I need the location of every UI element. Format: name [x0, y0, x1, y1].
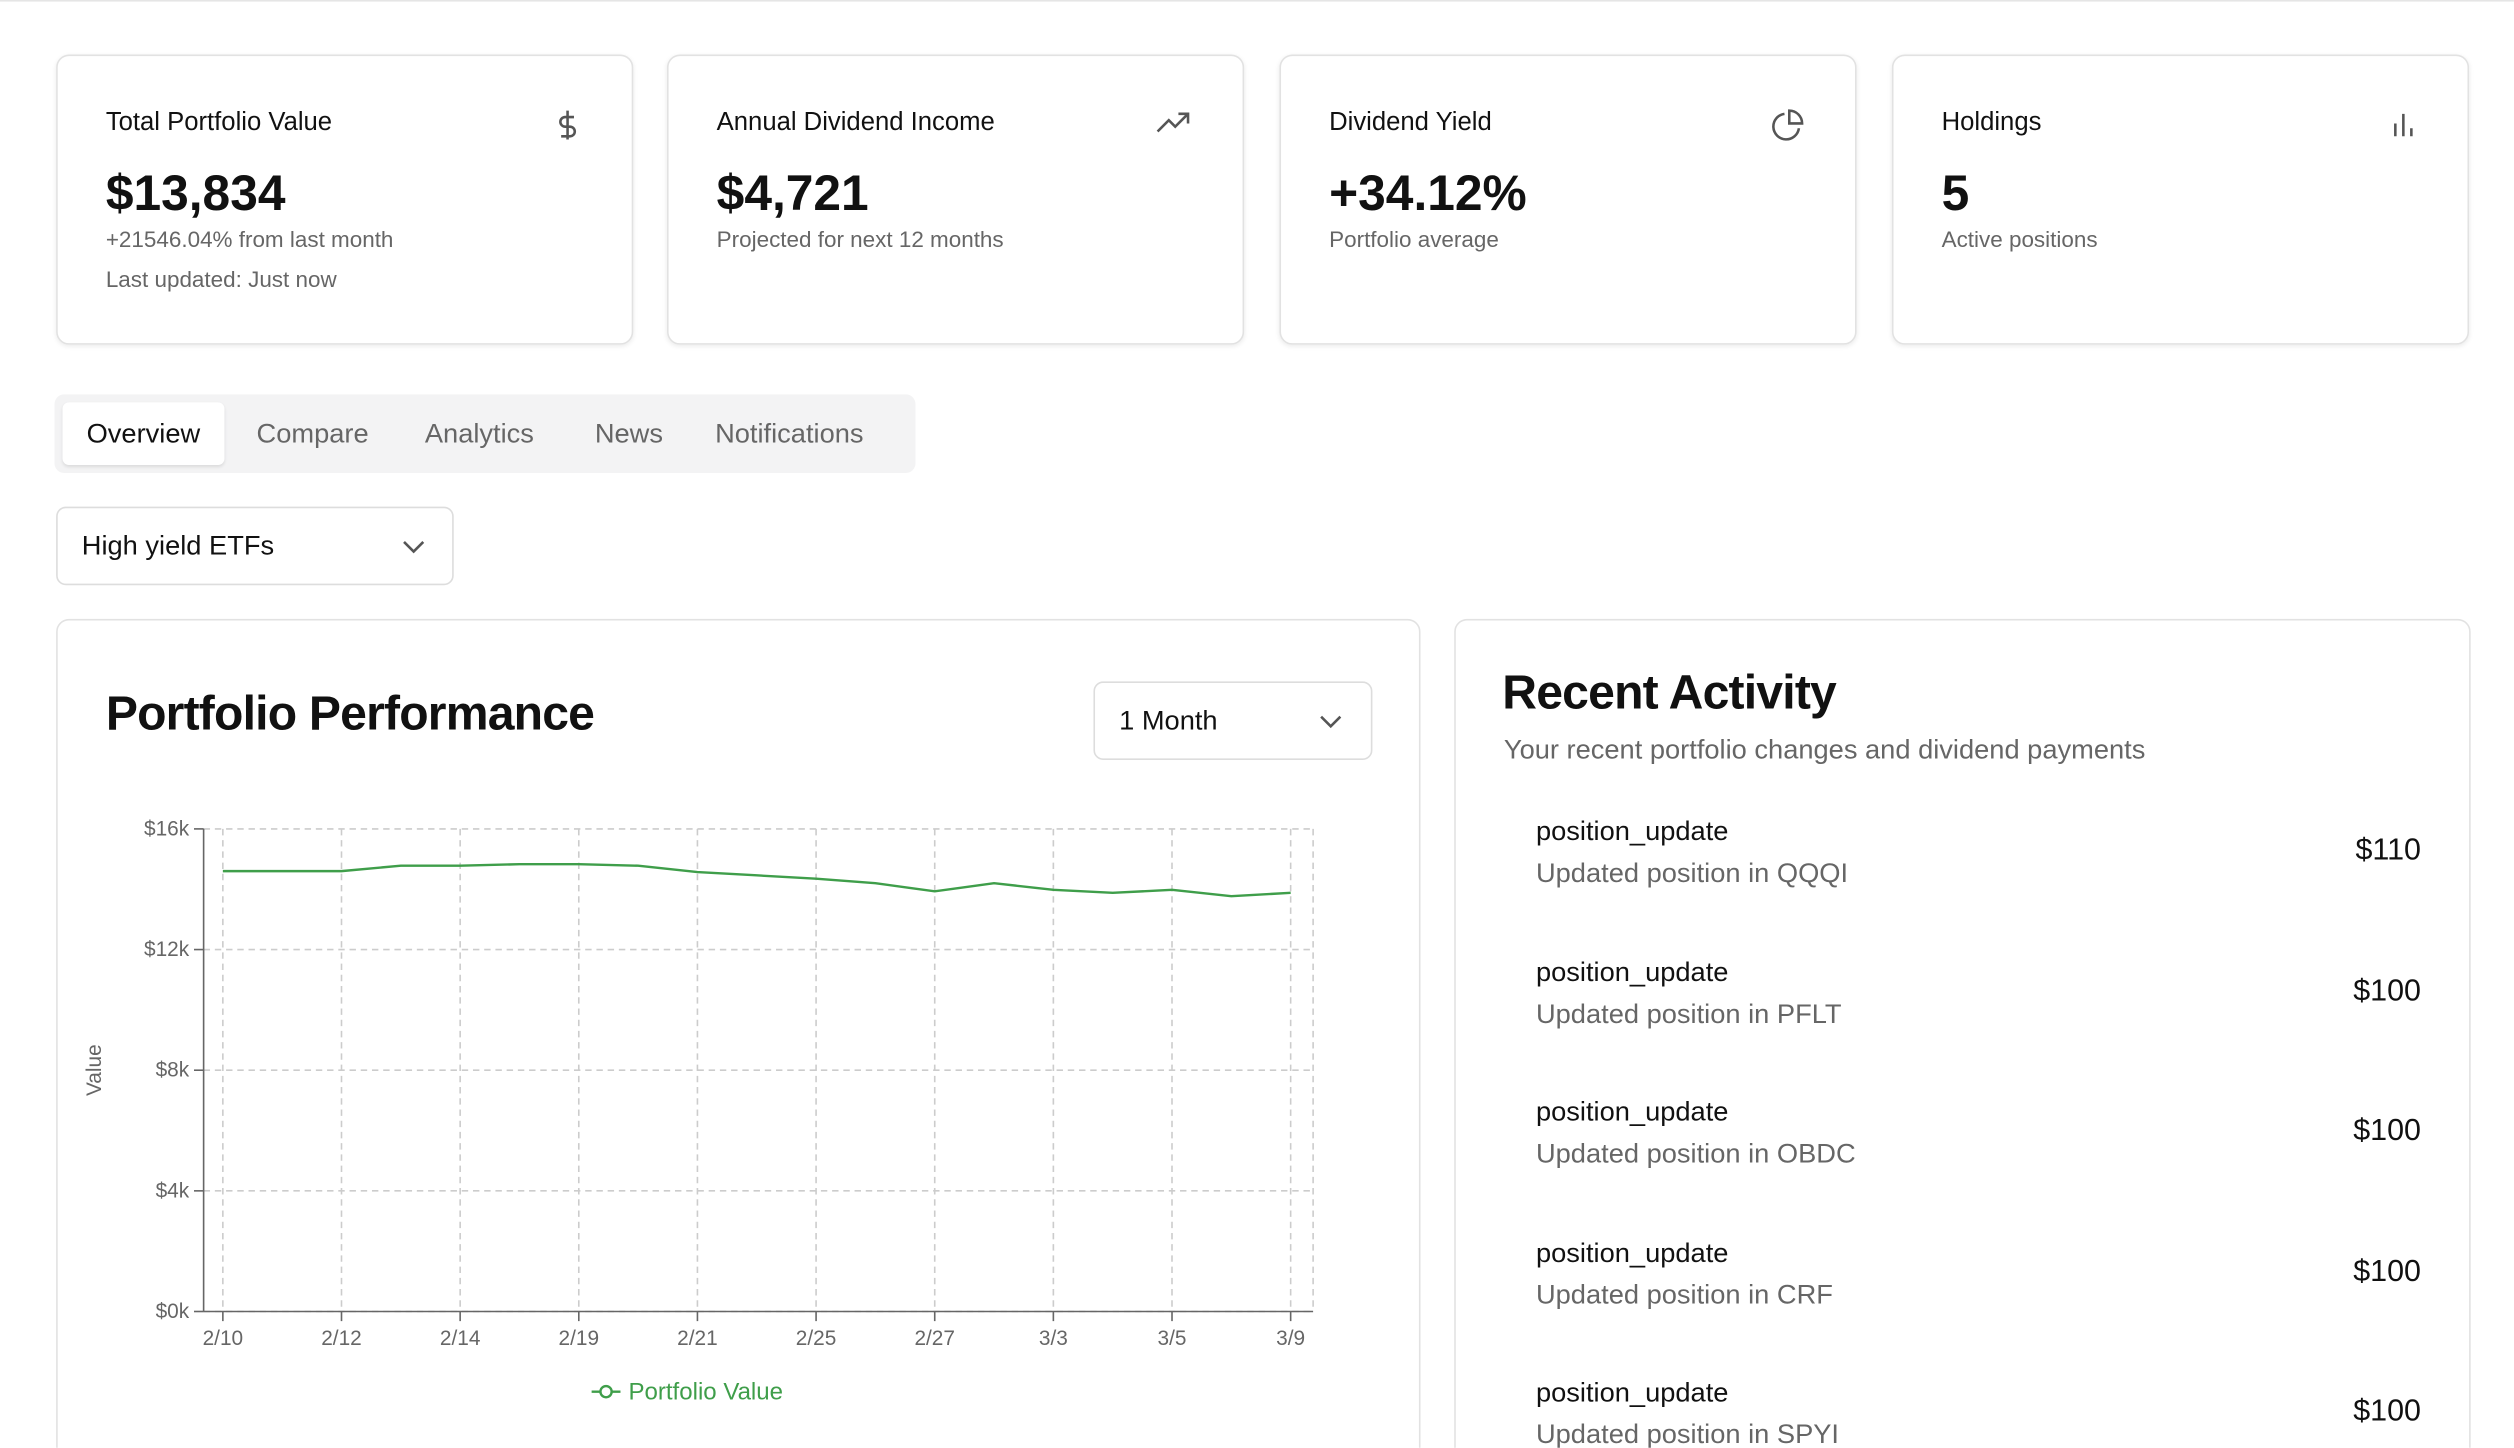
- chevron: [402, 539, 424, 555]
- select-value: High yield ETFs: [82, 531, 274, 563]
- tab-bar: Overview Compare Analytics News Notifica…: [55, 394, 916, 473]
- x-tick-label: 2/21: [677, 1327, 718, 1350]
- card-title: Dividend Yield: [1329, 109, 1492, 138]
- panel-title: Recent Activity: [1502, 667, 1836, 722]
- card-value: 5: [1942, 165, 1970, 223]
- panel-subtitle: Your recent portfolio changes and divide…: [1504, 734, 2145, 766]
- tab[interactable]: News: [571, 402, 687, 465]
- pie-icon: [1772, 109, 1804, 141]
- activity-panel: Recent Activity Your recent portfolio ch…: [1454, 619, 2470, 1448]
- tab[interactable]: Analytics: [401, 402, 558, 465]
- activity-amount: $100: [2353, 1395, 2421, 1430]
- activity-amount: $110: [2355, 834, 2421, 869]
- x-tick-label: 3/9: [1276, 1327, 1305, 1350]
- y-axis-label: Value: [83, 1044, 106, 1096]
- x-tick-label: 2/25: [796, 1327, 837, 1350]
- activity-type: position_update: [1536, 956, 1728, 988]
- card-value: +34.12%: [1329, 165, 1527, 223]
- activity-amount: $100: [2353, 974, 2421, 1009]
- card-sub: Active positions: [1942, 226, 2098, 252]
- card-title: Total Portfolio Value: [106, 109, 332, 138]
- dollar-icon: [555, 109, 581, 141]
- activity-type: position_update: [1536, 816, 1728, 848]
- activity-type: position_update: [1536, 1237, 1728, 1269]
- stat-card: Holdings 5 Active positions: [1892, 55, 2469, 345]
- filter-select[interactable]: High yield ETFs: [56, 507, 454, 586]
- x-tick-label: 3/5: [1158, 1327, 1187, 1350]
- bars-icon: [2391, 109, 2417, 138]
- activity-amount: $100: [2353, 1255, 2421, 1290]
- activity-description: Updated position in OBDC: [1536, 1138, 1856, 1170]
- line-chart: $0k $4k $8k $12k $16k 2/10 2/12 2/14 2/19 2/21 2/2…: [58, 620, 1419, 1447]
- y-tick-label: $16k: [144, 817, 190, 840]
- stat-card: Dividend Yield +34.12% Portfolio average: [1279, 55, 1856, 345]
- card-sub: Projected for next 12 months: [717, 226, 1004, 252]
- y-tick-label: $8k: [156, 1059, 190, 1082]
- activity-type: position_update: [1536, 1377, 1728, 1409]
- x-tick-label: 2/12: [321, 1327, 362, 1350]
- card-sub: +21546.04% from last month: [106, 226, 394, 252]
- tab[interactable]: Overview: [63, 402, 225, 465]
- activity-amount: $100: [2353, 1114, 2421, 1149]
- x-tick-label: 2/10: [203, 1327, 244, 1350]
- y-tick-label: $12k: [144, 938, 190, 961]
- card-value: $13,834: [106, 165, 286, 223]
- stat-card: Total Portfolio Value $13,834 +21546.04%…: [56, 55, 633, 345]
- activity-description: Updated position in SPYI: [1536, 1419, 1839, 1448]
- x-tick-label: 2/14: [440, 1327, 481, 1350]
- y-tick-label: $4k: [156, 1179, 190, 1202]
- x-tick-label: 2/19: [559, 1327, 600, 1350]
- card-title: Annual Dividend Income: [717, 109, 995, 138]
- card-note: Last updated: Just now: [106, 266, 337, 292]
- performance-panel: Portfolio Performance 1 Month $0k$4k$8k$…: [56, 619, 1420, 1448]
- x-tick-label: 3/3: [1039, 1327, 1068, 1350]
- line-series: [223, 864, 1291, 896]
- stat-card: Annual Dividend Income $4,721 Projected …: [667, 55, 1244, 345]
- activity-description: Updated position in CRF: [1536, 1279, 1833, 1311]
- activity-description: Updated position in PFLT: [1536, 998, 1842, 1030]
- card-value: $4,721: [717, 165, 869, 223]
- tab[interactable]: Notifications: [691, 402, 888, 465]
- card-title: Holdings: [1942, 109, 2042, 138]
- x-tick-label: 2/27: [914, 1327, 955, 1350]
- tab[interactable]: Compare: [232, 402, 392, 465]
- legend-marker: [600, 1386, 611, 1397]
- card-sub: Portfolio average: [1329, 226, 1499, 252]
- legend-label: Portfolio Value: [628, 1379, 783, 1406]
- activity-type: position_update: [1536, 1097, 1728, 1129]
- activity-description: Updated position in QQQI: [1536, 858, 1848, 890]
- y-tick-label: $0k: [156, 1300, 190, 1323]
- trend-icon: [1156, 109, 1191, 138]
